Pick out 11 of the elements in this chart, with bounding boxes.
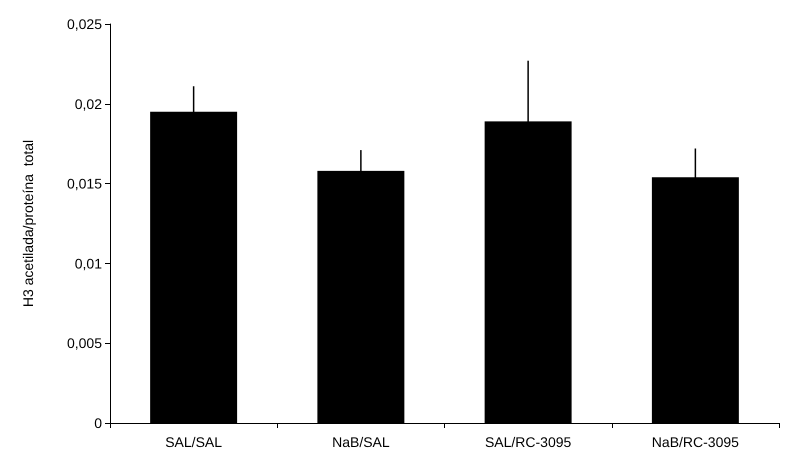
x-tick-label: SAL/SAL [165,434,222,450]
x-tick-label: NaB/RC-3095 [652,434,740,450]
y-axis-title: H3 acetilada/proteína total [20,140,36,308]
y-tick-label: 0,025 [66,16,102,32]
y-tick-label: 0,02 [74,96,102,112]
y-tick-label: 0,005 [66,335,102,352]
y-tick-label: 0,01 [74,255,102,272]
x-tick-label: SAL/RC-3095 [484,434,572,450]
y-tick-label: 0,015 [66,176,102,192]
y-tick-label: 0 [94,415,102,431]
x-tick-label: NaB/SAL [332,434,390,450]
